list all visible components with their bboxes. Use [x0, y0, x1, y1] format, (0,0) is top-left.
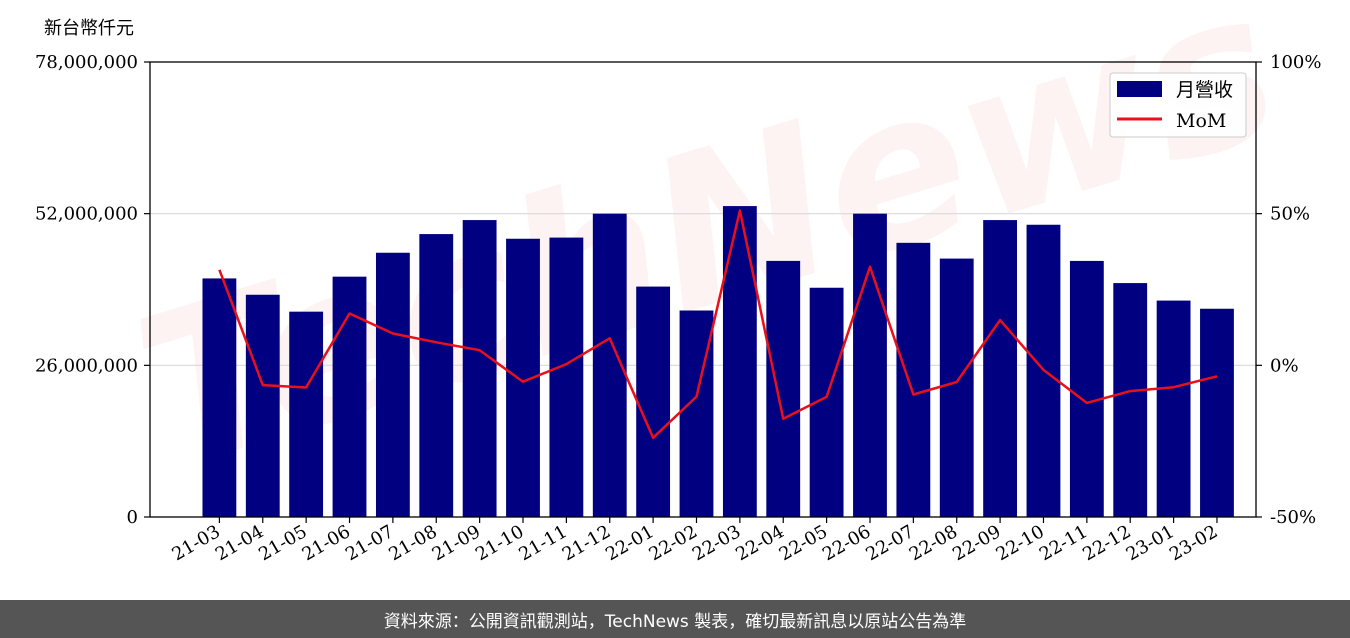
bar-22-09	[983, 220, 1018, 518]
bar-21-05	[289, 311, 324, 517]
left-tick-label: 52,000,000	[35, 204, 138, 225]
x-tick-label: 21-09	[429, 521, 484, 565]
y-unit-label: 新台幣仟元	[44, 18, 134, 39]
x-tick-label: 22-08	[906, 521, 961, 565]
x-tick-label: 23-02	[1166, 521, 1221, 565]
x-tick-label: 22-11	[1036, 521, 1091, 565]
x-tick-label: 21-04	[212, 521, 267, 565]
left-tick-label: 78,000,000	[35, 52, 138, 73]
bar-23-02	[1200, 308, 1234, 517]
x-tick-label: 22-05	[776, 521, 831, 565]
bar-22-08	[939, 258, 974, 517]
x-tick-label: 21-05	[255, 521, 310, 565]
bar-21-09	[462, 220, 497, 518]
x-tick-label: 22-01	[602, 521, 657, 565]
x-tick-label: 22-09	[949, 521, 1004, 565]
bar-21-07	[375, 252, 410, 517]
x-tick-label: 21-12	[559, 521, 614, 565]
bar-22-04	[766, 260, 801, 517]
bar-22-12	[1113, 283, 1148, 517]
bar-22-01	[636, 286, 671, 517]
x-axis-ticks: 21-0321-0421-0521-0621-0721-0821-0921-10…	[168, 517, 1221, 565]
bar-22-03	[722, 206, 757, 518]
bar-23-01	[1156, 300, 1191, 517]
legend-revenue-swatch	[1117, 81, 1162, 97]
legend-mom-label: MoM	[1176, 110, 1226, 132]
right-axis-ticks: -50% 0% 50% 100%	[1256, 52, 1321, 528]
legend-revenue-label: 月營收	[1176, 79, 1233, 101]
right-tick-label: 100%	[1270, 52, 1321, 73]
right-tick-label: -50%	[1270, 507, 1316, 528]
bar-22-07	[896, 242, 931, 518]
x-tick-label: 21-10	[472, 521, 527, 565]
bar-21-08	[419, 234, 454, 518]
plot-frame	[149, 61, 1257, 518]
bar-22-11	[1069, 260, 1104, 517]
bar-21-04	[245, 294, 280, 517]
bar-21-06	[332, 276, 367, 517]
x-tick-label: 21-11	[515, 521, 570, 565]
right-tick-label: 50%	[1270, 204, 1310, 225]
mom-line	[218, 209, 1218, 440]
x-tick-label: 22-06	[819, 521, 874, 565]
source-footer: 資料來源：公開資訊觀測站，TechNews 製表，確切最新訊息以原站公告為準	[0, 600, 1350, 638]
right-tick-label: 0%	[1270, 355, 1299, 376]
bar-21-11	[549, 237, 584, 518]
x-tick-label: 22-02	[646, 521, 701, 565]
x-tick-label: 21-06	[299, 521, 354, 565]
x-tick-label: 22-04	[732, 521, 787, 565]
left-axis-ticks: 0 26,000,000 52,000,000 78,000,000	[35, 52, 150, 528]
bar-21-03	[202, 278, 237, 517]
revenue-bars	[202, 206, 1234, 518]
left-tick-label: 26,000,000	[35, 355, 138, 376]
x-tick-label: 22-12	[1079, 521, 1134, 565]
x-tick-label: 22-03	[689, 521, 744, 565]
x-tick-label: 21-08	[385, 521, 440, 565]
left-tick-label: 0	[127, 507, 138, 528]
x-tick-label: 22-07	[862, 521, 917, 565]
x-tick-label: 21-03	[168, 521, 223, 565]
source-footer-text: 資料來源：公開資訊觀測站，TechNews 製表，確切最新訊息以原站公告為準	[383, 611, 967, 632]
revenue-chart: TechNews 新台幣仟元 026,000,00052,000,00078,0…	[35, 0, 1322, 565]
axes	[149, 61, 1257, 518]
bar-22-06	[853, 213, 887, 517]
x-tick-label: 23-01	[1123, 521, 1178, 565]
legend: 月營收 MoM	[1109, 72, 1247, 138]
x-tick-label: 21-07	[342, 521, 397, 565]
x-tick-label: 22-10	[993, 521, 1048, 565]
